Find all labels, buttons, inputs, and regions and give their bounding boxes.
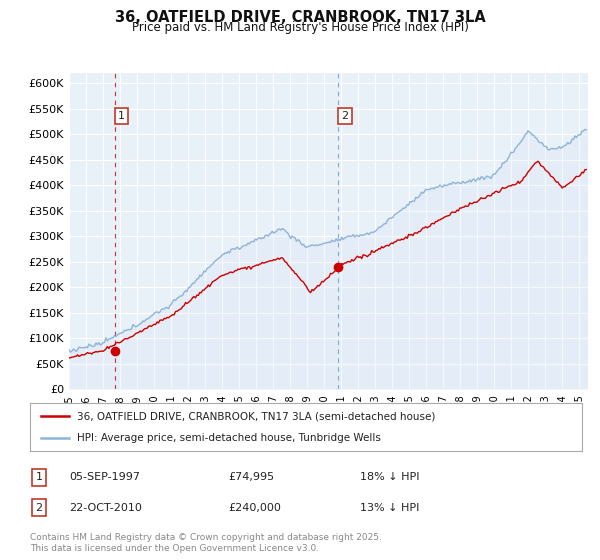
Text: HPI: Average price, semi-detached house, Tunbridge Wells: HPI: Average price, semi-detached house,… <box>77 433 381 443</box>
Text: 1: 1 <box>118 111 125 121</box>
Text: 13% ↓ HPI: 13% ↓ HPI <box>360 503 419 513</box>
Text: 22-OCT-2010: 22-OCT-2010 <box>69 503 142 513</box>
Text: 36, OATFIELD DRIVE, CRANBROOK, TN17 3LA: 36, OATFIELD DRIVE, CRANBROOK, TN17 3LA <box>115 10 485 25</box>
Text: Contains HM Land Registry data © Crown copyright and database right 2025.
This d: Contains HM Land Registry data © Crown c… <box>30 533 382 553</box>
Text: 2: 2 <box>35 503 43 513</box>
Text: £240,000: £240,000 <box>228 503 281 513</box>
Text: 2: 2 <box>341 111 349 121</box>
Text: 05-SEP-1997: 05-SEP-1997 <box>69 472 140 482</box>
Text: 1: 1 <box>35 472 43 482</box>
Text: 36, OATFIELD DRIVE, CRANBROOK, TN17 3LA (semi-detached house): 36, OATFIELD DRIVE, CRANBROOK, TN17 3LA … <box>77 411 435 421</box>
Text: Price paid vs. HM Land Registry's House Price Index (HPI): Price paid vs. HM Land Registry's House … <box>131 21 469 34</box>
Text: 18% ↓ HPI: 18% ↓ HPI <box>360 472 419 482</box>
Text: £74,995: £74,995 <box>228 472 274 482</box>
